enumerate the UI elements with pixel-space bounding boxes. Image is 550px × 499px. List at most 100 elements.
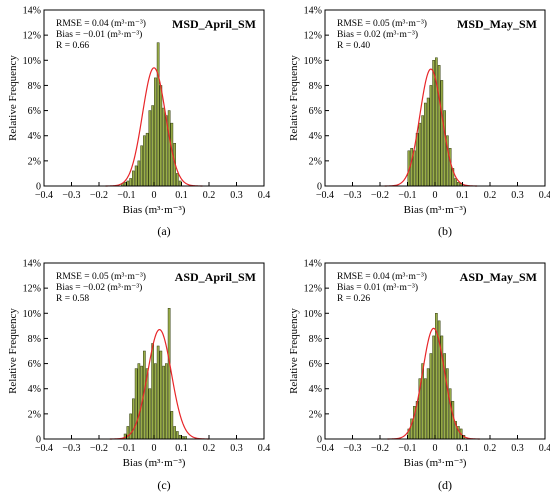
y-tick-label: 12% xyxy=(23,284,41,295)
histogram-bar xyxy=(440,80,444,187)
panel-d: −0.4 −0.3 −0.2 −0.1 0 0.1 0.2 0.3 0.4 0 2% 4% 6% 8% 10… xyxy=(288,259,550,493)
bars xyxy=(121,42,182,187)
histogram-bar xyxy=(426,97,430,187)
histogram-bar xyxy=(170,411,174,440)
panel-title: ASD_May_SM xyxy=(460,270,537,284)
histogram-bar xyxy=(151,343,154,440)
x-tick-label: −0.3 xyxy=(62,190,80,201)
y-tick-label: 14% xyxy=(23,259,41,270)
stats-annotation: R = 0.58 xyxy=(56,294,89,304)
histogram-bar xyxy=(448,148,452,187)
histogram-bar xyxy=(156,42,160,187)
histogram-bar xyxy=(145,132,149,187)
x-axis-label: Bias (m³·m⁻³) xyxy=(123,457,186,469)
x-tick-label: 0.3 xyxy=(230,190,243,201)
y-tick-label: 2% xyxy=(28,156,41,167)
normal-fit-curve xyxy=(384,68,478,187)
y-tick-label: 2% xyxy=(309,156,322,167)
x-tick-label: 0 xyxy=(433,190,438,201)
histogram-bar xyxy=(413,150,416,187)
y-tick-label: 10% xyxy=(304,56,322,67)
y-tick-label: 12% xyxy=(304,284,322,295)
x-tick-label: −0.2 xyxy=(371,190,389,201)
y-tick-label: 6% xyxy=(309,359,322,370)
histogram-bar xyxy=(410,148,413,187)
histogram-bar xyxy=(162,107,165,187)
histogram-bar xyxy=(432,335,435,440)
histogram-bar xyxy=(457,181,460,187)
normal-fit-curve xyxy=(387,327,480,440)
panel-caption: (d) xyxy=(438,478,452,492)
histogram-bar xyxy=(143,135,146,187)
x-tick-label: −0.3 xyxy=(62,443,80,454)
panel-caption: (a) xyxy=(157,224,170,238)
histogram-bar xyxy=(429,353,433,440)
y-tick-label: 6% xyxy=(28,106,41,117)
x-tick-label: 0.1 xyxy=(456,443,469,454)
stats-annotation: RMSE = 0.05 (m³·m⁻³) xyxy=(56,271,146,282)
y-tick-label: 8% xyxy=(309,81,322,92)
x-tick-label: −0.1 xyxy=(398,443,416,454)
histogram-bar xyxy=(156,345,160,440)
histogram-bar xyxy=(178,434,182,440)
panel-title: MSD_May_SM xyxy=(457,17,537,31)
histogram-bar xyxy=(451,401,455,440)
y-tick-label: 4% xyxy=(309,384,322,395)
y-tick-label: 4% xyxy=(28,384,41,395)
x-tick-label: 0.1 xyxy=(175,190,188,201)
y-axis-label: Relative Frequency xyxy=(288,55,300,141)
y-tick-label: 12% xyxy=(23,31,41,42)
x-tick-label: 0 xyxy=(152,443,157,454)
y-axis-label: Relative Frequency xyxy=(7,55,19,141)
stats-annotation: Bias = 0.01 (m³·m⁻³) xyxy=(337,282,418,293)
histogram-bar xyxy=(176,173,179,187)
histogram-bar xyxy=(134,368,138,440)
panel-title: ASD_April_SM xyxy=(175,270,256,284)
stats-annotation: RMSE = 0.04 (m³·m⁻³) xyxy=(337,271,427,282)
histogram-bar xyxy=(140,145,143,187)
histogram-bar xyxy=(454,178,457,187)
panel-c: −0.4 −0.3 −0.2 −0.1 0 0.1 0.2 0.3 0.4 0 2% 4% 6% 8% 10… xyxy=(7,259,270,493)
x-tick-label: −0.1 xyxy=(117,190,135,201)
histogram-bar xyxy=(126,426,130,440)
stats-annotation: Bias = −0.02 (m³·m⁻³) xyxy=(56,282,142,293)
x-tick-label: −0.1 xyxy=(117,443,135,454)
histogram-bar xyxy=(148,388,152,440)
panel-a: −0.4 −0.3 −0.2 −0.1 0 0.1 0.2 0.3 0.4 0 2% 4% 6% 8% 10… xyxy=(7,6,270,239)
y-tick-label: 0 xyxy=(317,435,322,446)
stats-annotation: Bias = 0.02 (m³·m⁻³) xyxy=(337,29,418,40)
histogram-bar xyxy=(159,350,163,440)
y-axis-label: Relative Frequency xyxy=(7,308,19,394)
x-tick-label: 0.3 xyxy=(511,190,524,201)
stats-annotation: R = 0.40 xyxy=(337,41,370,51)
histogram-bar xyxy=(429,85,433,187)
y-tick-label: 6% xyxy=(28,359,41,370)
histogram-bar xyxy=(167,110,171,187)
histogram-bar xyxy=(126,180,130,187)
x-axis-label: Bias (m³·m⁻³) xyxy=(123,204,186,216)
histogram-bar xyxy=(129,413,132,440)
histogram-bar xyxy=(421,115,424,187)
histogram-bar xyxy=(432,60,435,187)
y-tick-label: 8% xyxy=(309,334,322,345)
histogram-bar xyxy=(123,181,127,187)
normal-fit-curve xyxy=(105,67,203,187)
histogram-bar xyxy=(178,180,182,187)
histogram-bar xyxy=(443,110,446,187)
y-tick-label: 8% xyxy=(28,334,41,345)
panel-caption: (b) xyxy=(438,224,452,238)
histogram-bar xyxy=(415,132,419,187)
y-tick-label: 8% xyxy=(28,81,41,92)
x-tick-label: 0.4 xyxy=(258,190,271,201)
y-tick-label: 4% xyxy=(28,131,41,142)
x-tick-label: 0.1 xyxy=(175,443,188,454)
y-tick-label: 10% xyxy=(23,56,41,67)
x-tick-label: −0.2 xyxy=(371,443,389,454)
y-tick-label: 10% xyxy=(304,309,322,320)
histogram-bar xyxy=(132,170,135,187)
x-tick-label: 0.3 xyxy=(230,443,243,454)
x-tick-label: 0.4 xyxy=(539,443,550,454)
x-tick-label: −0.1 xyxy=(398,190,416,201)
y-tick-label: 14% xyxy=(304,6,322,17)
